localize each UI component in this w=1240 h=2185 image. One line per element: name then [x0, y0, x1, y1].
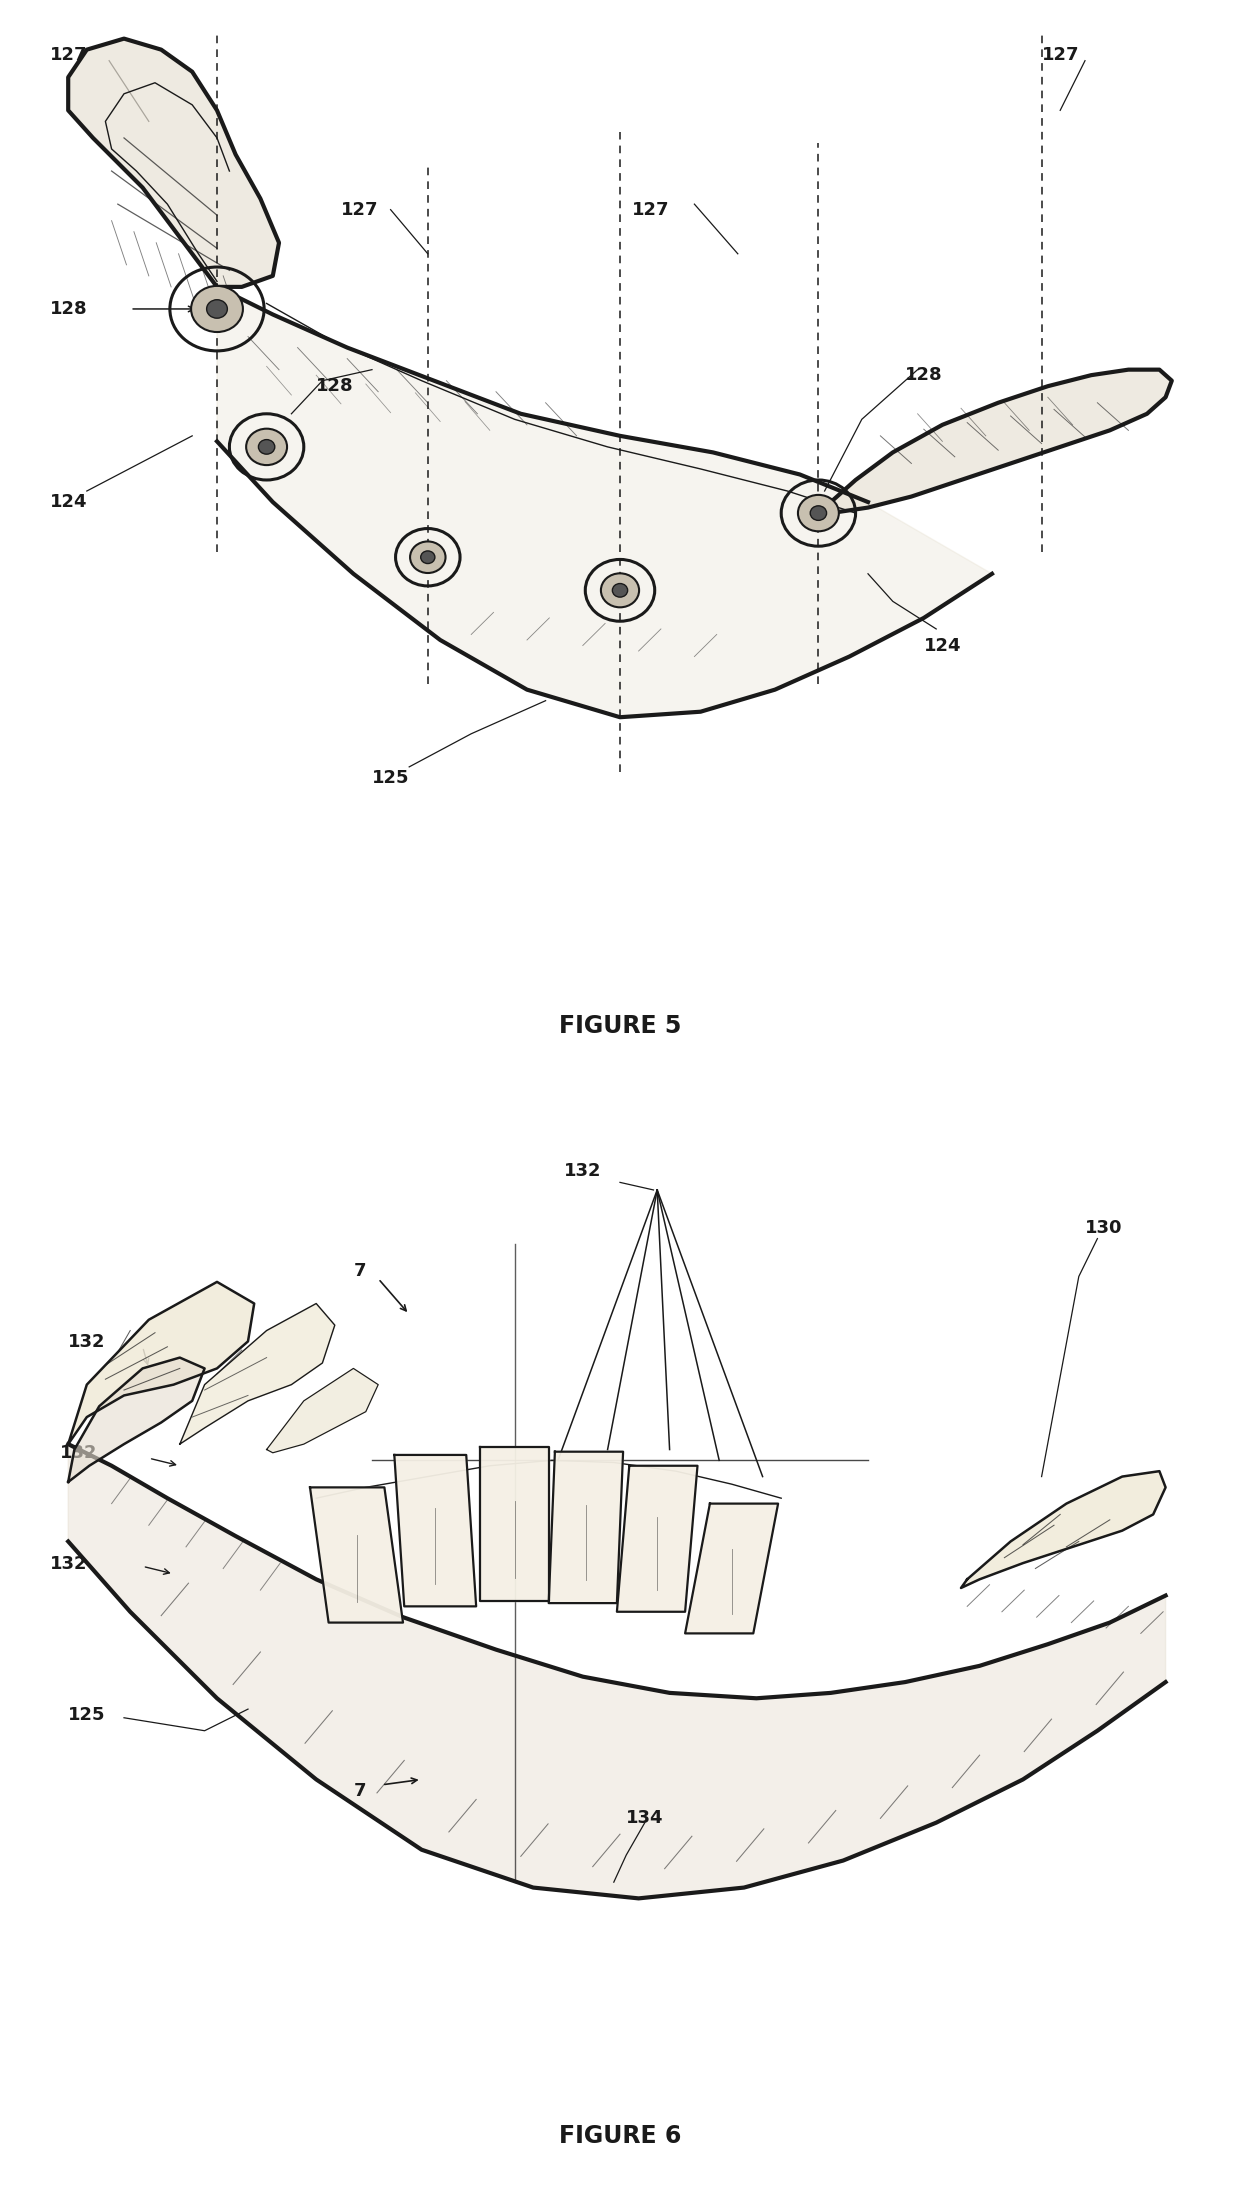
Text: FIGURE 6: FIGURE 6 — [559, 2124, 681, 2148]
Circle shape — [191, 286, 243, 332]
Polygon shape — [267, 1368, 378, 1453]
Text: 132: 132 — [68, 1333, 105, 1350]
Polygon shape — [68, 1283, 254, 1444]
Text: 124: 124 — [924, 636, 961, 655]
Polygon shape — [548, 1451, 622, 1604]
Circle shape — [258, 439, 275, 454]
Circle shape — [613, 583, 627, 597]
Circle shape — [799, 494, 839, 531]
Polygon shape — [394, 1455, 476, 1606]
Text: FIGURE 5: FIGURE 5 — [559, 1014, 681, 1038]
Text: 125: 125 — [372, 769, 409, 787]
Text: 124: 124 — [50, 494, 87, 511]
Polygon shape — [180, 1304, 335, 1444]
Polygon shape — [618, 1466, 697, 1613]
Circle shape — [810, 505, 827, 520]
Text: 7: 7 — [353, 1263, 366, 1280]
Text: 128: 128 — [50, 299, 87, 319]
Polygon shape — [684, 1503, 779, 1634]
Text: 128: 128 — [905, 367, 942, 385]
Text: 7: 7 — [353, 1781, 366, 1800]
Text: 127: 127 — [50, 46, 87, 63]
Polygon shape — [480, 1446, 549, 1602]
Text: 130: 130 — [1085, 1219, 1122, 1237]
Circle shape — [420, 551, 435, 564]
Polygon shape — [310, 1488, 403, 1623]
Circle shape — [246, 428, 288, 465]
Text: 132: 132 — [50, 1554, 87, 1573]
Circle shape — [410, 542, 445, 572]
Polygon shape — [961, 1471, 1166, 1588]
Circle shape — [601, 572, 639, 607]
Text: 134: 134 — [626, 1809, 663, 1827]
Polygon shape — [217, 286, 992, 717]
Text: 127: 127 — [632, 201, 670, 219]
Text: 125: 125 — [68, 1706, 105, 1724]
Polygon shape — [812, 369, 1172, 518]
Polygon shape — [68, 1444, 1166, 1899]
Polygon shape — [68, 1357, 205, 1481]
Text: 132: 132 — [564, 1162, 601, 1180]
Circle shape — [207, 299, 227, 319]
Text: 127: 127 — [1042, 46, 1079, 63]
Text: 128: 128 — [316, 378, 353, 395]
Text: 132: 132 — [60, 1444, 97, 1462]
Polygon shape — [68, 39, 279, 286]
Text: 127: 127 — [341, 201, 378, 219]
